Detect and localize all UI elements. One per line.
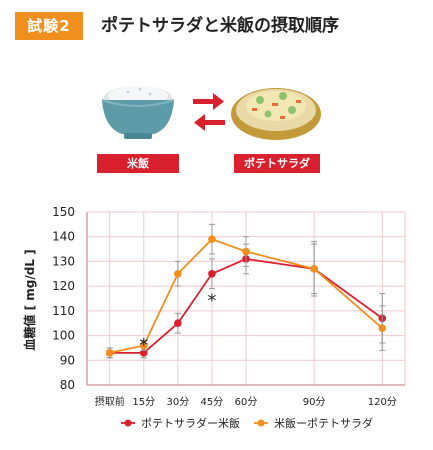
chart-series [105, 223, 387, 359]
x-tick-labels: 摂取前 15分 30分 45分 60分 90分 120分 [95, 395, 397, 408]
page-title: ポテトサラダと米飯の摂取順序 [101, 16, 339, 36]
x-tick-label: 15分 [132, 396, 155, 408]
food-illustration [101, 86, 321, 140]
legend-item-1: ポテトサラダー米飯 [121, 416, 240, 430]
data-point [242, 247, 250, 256]
y-tick-label: 100 [52, 329, 75, 343]
legend-marker [124, 419, 132, 427]
y-axis-label: 血糖値 [ mg/dL ] [22, 249, 37, 350]
legend-label: 米飯ーポテトサラダ [274, 416, 373, 430]
x-tick-label: 120分 [368, 396, 397, 408]
y-tick-label: 90 [60, 353, 75, 367]
data-point [174, 319, 182, 328]
x-tick-label: 30分 [166, 396, 189, 408]
data-point [105, 349, 114, 357]
data-point [378, 324, 387, 332]
trial-badge: 試験2 [15, 12, 83, 40]
data-point [208, 235, 216, 243]
rice-label: 米飯 [97, 154, 179, 173]
x-tick-label: 摂取前 [95, 395, 125, 408]
potato-salad-icon [231, 88, 321, 140]
glucose-chart: 80 90 100 110 120 130 140 150 摂取前 15分 30分 45分 60分 90… [22, 205, 406, 430]
x-tick-label: 45分 [201, 396, 224, 408]
x-tick-label: 90分 [303, 396, 326, 408]
rice-bowl-icon [101, 86, 175, 139]
y-tick-label: 80 [60, 378, 75, 392]
header: 試験2 ポテトサラダと米飯の摂取順序 [0, 0, 433, 52]
legend-label: ポテトサラダー米飯 [141, 416, 240, 430]
data-point [208, 269, 216, 278]
data-point [310, 265, 318, 273]
potato-salad-label: ポテトサラダ [234, 154, 320, 173]
chart-annotations: ** [139, 291, 216, 356]
arrow-left-icon [194, 114, 225, 131]
x-tick-label: 60分 [235, 396, 258, 408]
series-2 [105, 223, 387, 359]
y-tick-labels: 80 90 100 110 120 130 140 150 [52, 205, 75, 392]
legend-marker [257, 419, 265, 427]
chart-legend: ポテトサラダー米飯 米飯ーポテトサラダ [121, 416, 373, 430]
y-tick-label: 150 [52, 205, 75, 219]
y-tick-label: 140 [52, 230, 75, 244]
y-tick-label: 120 [52, 279, 75, 293]
significance-asterisk: * [207, 291, 216, 312]
data-point [139, 341, 148, 350]
legend-item-2: 米飯ーポテトサラダ [254, 416, 373, 430]
data-point [174, 269, 182, 278]
y-tick-label: 130 [52, 254, 75, 268]
significance-asterisk: * [139, 335, 148, 356]
y-tick-label: 110 [52, 304, 75, 318]
arrow-right-icon [193, 93, 224, 110]
data-point [139, 349, 148, 357]
